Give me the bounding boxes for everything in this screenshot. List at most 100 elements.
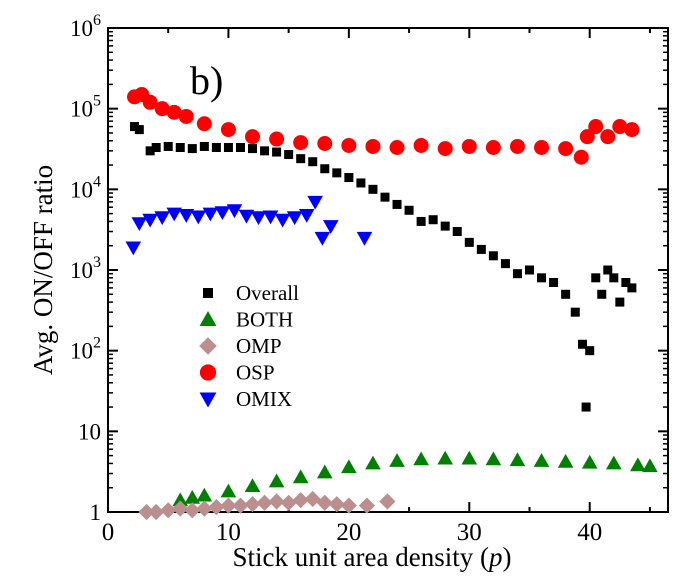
- data-point-osp: [178, 108, 194, 124]
- data-point-both: [365, 455, 381, 470]
- data-point-overall: [235, 143, 245, 153]
- y-tick-label: 1: [90, 500, 102, 525]
- data-point-overall: [525, 265, 535, 275]
- data-point-overall: [308, 157, 318, 167]
- data-point-overall: [537, 273, 547, 283]
- data-point-overall: [404, 205, 414, 215]
- data-point-both: [437, 450, 454, 465]
- data-point-both: [581, 454, 598, 469]
- data-point-osp: [220, 122, 236, 138]
- data-point-osp: [624, 122, 640, 138]
- data-point-omp: [148, 503, 165, 521]
- legend-marker-osp: [199, 364, 217, 381]
- data-point-omix: [274, 213, 291, 228]
- data-point-both: [642, 458, 658, 473]
- data-point-omix: [190, 210, 207, 225]
- data-point-omix: [314, 231, 331, 246]
- data-point-overall: [570, 307, 580, 317]
- series-omp: [138, 490, 396, 521]
- data-point-both: [244, 478, 261, 493]
- data-point-overall: [577, 339, 587, 349]
- data-point-overall: [464, 237, 474, 247]
- data-point-osp: [389, 140, 405, 156]
- data-point-overall: [609, 273, 619, 283]
- data-point-both: [389, 453, 405, 467]
- data-point-omp: [292, 492, 309, 509]
- data-point-overall: [428, 215, 438, 225]
- data-point-overall: [512, 269, 522, 279]
- data-point-osp: [509, 138, 525, 154]
- legend-marker-omix: [199, 392, 217, 408]
- data-point-omix: [202, 207, 219, 222]
- data-point-overall: [591, 273, 601, 283]
- data-point-overall: [603, 265, 613, 275]
- data-point-overall: [476, 244, 486, 254]
- data-point-omp: [172, 500, 189, 517]
- data-point-both: [172, 492, 189, 507]
- x-tick-label: 40: [577, 519, 602, 546]
- data-point-osp: [612, 119, 628, 135]
- data-point-osp: [573, 149, 589, 165]
- data-point-omix: [298, 209, 315, 223]
- data-point-overall: [615, 297, 625, 307]
- data-point-osp: [588, 119, 604, 135]
- data-point-osp: [196, 116, 212, 132]
- data-point-omp: [340, 497, 357, 514]
- data-point-overall: [175, 143, 185, 153]
- data-point-omix: [307, 195, 323, 210]
- data-point-osp: [461, 138, 477, 154]
- data-point-overall: [199, 141, 209, 151]
- data-point-both: [533, 453, 550, 467]
- data-point-omix: [226, 204, 243, 219]
- data-point-overall: [284, 150, 294, 160]
- data-point-overall: [488, 251, 498, 261]
- data-point-overall: [549, 277, 559, 287]
- data-point-omp: [244, 496, 261, 513]
- data-point-both: [292, 469, 309, 484]
- data-point-omp: [379, 493, 396, 510]
- data-point-omp: [196, 500, 213, 517]
- data-point-both: [196, 487, 213, 502]
- data-point-osp: [413, 137, 429, 153]
- data-point-osp: [293, 135, 309, 151]
- y-tick-label: 105: [70, 93, 101, 122]
- data-point-omp: [280, 494, 297, 511]
- data-point-osp: [534, 140, 550, 156]
- data-point-omix: [214, 206, 231, 221]
- series-overall: [129, 122, 637, 412]
- legend-label-omix: OMIX: [236, 387, 292, 411]
- data-point-omp: [220, 497, 237, 514]
- data-point-omp: [184, 502, 201, 519]
- data-point-omp: [160, 502, 177, 519]
- axes: 0 10 20 30 40 1 10 102 103 104 105 106: [70, 12, 669, 546]
- data-point-overall: [134, 125, 144, 135]
- series-omix: [125, 195, 373, 256]
- data-point-both: [268, 473, 285, 488]
- data-point-omix: [166, 207, 183, 222]
- data-point-overall: [561, 289, 571, 299]
- data-point-overall: [320, 164, 330, 174]
- data-point-both: [184, 489, 201, 504]
- data-point-omix: [322, 220, 339, 234]
- y-tick-label: 106: [70, 12, 101, 41]
- data-point-osp: [317, 135, 333, 151]
- data-point-overall: [585, 346, 595, 356]
- data-point-overall: [581, 402, 591, 412]
- data-point-osp: [341, 137, 357, 153]
- data-point-omp: [138, 503, 155, 521]
- data-point-omp: [232, 497, 249, 514]
- data-point-both: [316, 464, 333, 479]
- data-point-both: [341, 459, 357, 474]
- data-point-omp: [316, 494, 333, 511]
- data-point-overall: [272, 147, 282, 157]
- data-point-overall: [163, 141, 173, 151]
- data-point-osp: [558, 141, 574, 157]
- data-point-overall: [597, 289, 607, 299]
- data-point-overall: [145, 146, 155, 156]
- data-point-omp: [256, 494, 273, 511]
- data-point-omp: [358, 497, 376, 514]
- data-point-overall: [452, 227, 462, 237]
- data-point-overall: [211, 143, 221, 153]
